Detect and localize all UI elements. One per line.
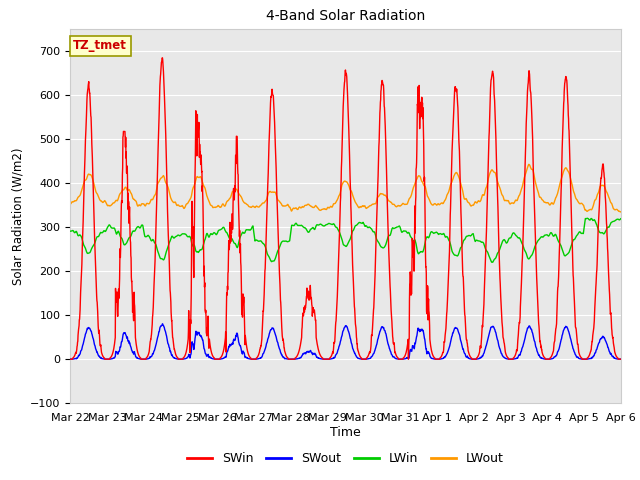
- X-axis label: Time: Time: [330, 426, 361, 439]
- Legend: SWin, SWout, LWin, LWout: SWin, SWout, LWin, LWout: [182, 447, 509, 470]
- Text: TZ_tmet: TZ_tmet: [73, 39, 127, 52]
- Title: 4-Band Solar Radiation: 4-Band Solar Radiation: [266, 10, 425, 24]
- Y-axis label: Solar Radiation (W/m2): Solar Radiation (W/m2): [12, 147, 25, 285]
